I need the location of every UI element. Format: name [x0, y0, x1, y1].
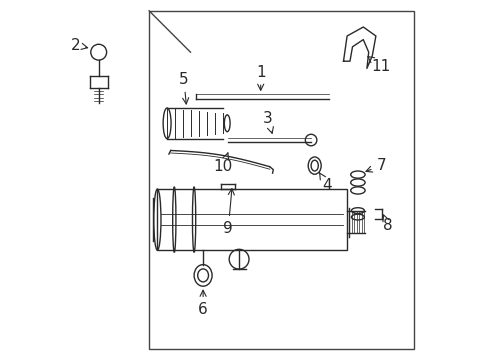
Text: 7: 7 — [365, 158, 386, 173]
Text: 10: 10 — [213, 153, 232, 174]
Text: 4: 4 — [319, 173, 331, 193]
Text: 5: 5 — [179, 72, 188, 104]
Text: 2: 2 — [70, 37, 87, 53]
Text: 8: 8 — [382, 215, 392, 233]
Text: 6: 6 — [198, 290, 207, 317]
Text: 9: 9 — [223, 189, 234, 236]
Text: 3: 3 — [263, 111, 273, 133]
Text: 11: 11 — [367, 57, 390, 74]
Text: 1: 1 — [255, 64, 265, 90]
